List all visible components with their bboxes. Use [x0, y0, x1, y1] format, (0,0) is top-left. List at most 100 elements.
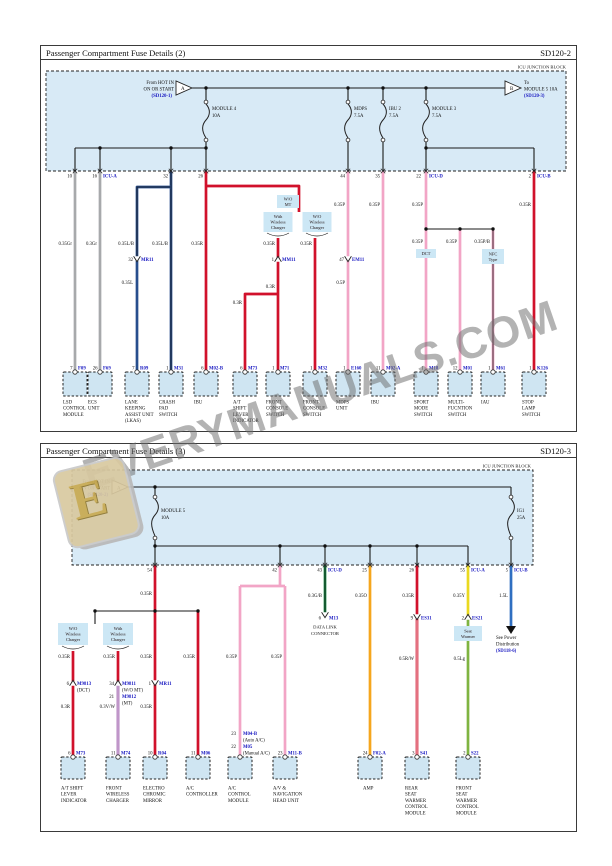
icu-junction-block: [45, 70, 567, 172]
fuse-terminal: [152, 494, 158, 500]
option-label: NFC: [489, 251, 498, 256]
junction-dot: [196, 609, 200, 613]
diagram-text: 55: [460, 569, 465, 574]
diagram-text: SWITCH: [159, 413, 178, 418]
connector-notch-icon: [72, 369, 78, 375]
diagram-text: See Power: [496, 636, 517, 641]
diagram-text: (DCT): [77, 689, 90, 694]
diagram-text: ICU-D: [328, 569, 342, 574]
diagram-text: 32: [163, 175, 168, 180]
diagram-text: 10: [67, 175, 72, 180]
diagram-text: (MT): [122, 702, 133, 707]
diagram-text: SEAT: [405, 793, 417, 798]
inline-connector-icon: [133, 255, 141, 263]
diagram-text: A/T: [233, 401, 241, 406]
diagram-text: M9812: [122, 695, 137, 700]
pin-cross-icon: [508, 562, 514, 568]
component-connector-box: [227, 756, 253, 780]
diagram-text: M05: [243, 745, 253, 750]
diagram-text: SWITCH: [303, 413, 322, 418]
diagram-text: 43: [317, 569, 322, 574]
diagram-text: FRONT: [456, 787, 472, 792]
pin-cross-icon: [345, 168, 351, 174]
diagram-text: SWITCH: [448, 413, 467, 418]
diagram-text: 12: [453, 367, 458, 372]
junction-dot: [93, 609, 97, 613]
fuse-terminal: [423, 99, 429, 105]
diagram-text: CONTROL: [228, 793, 251, 798]
diagram-text: LANE: [125, 401, 138, 406]
diagram-text: A/V &: [273, 787, 286, 792]
pin-cross-icon: [414, 562, 420, 568]
diagram-text: MULTI-: [448, 401, 465, 406]
diagram-text: 0.35R: [183, 655, 195, 660]
connector-notch-icon: [531, 369, 537, 375]
diagram-text: M9813: [77, 682, 92, 687]
connector-notch-icon: [367, 754, 373, 760]
option-label: Wireless: [65, 632, 80, 637]
component-connector-box: [193, 371, 219, 397]
diagram-text: FUCNTION: [448, 407, 473, 412]
diagram-text: 0.35R: [140, 705, 152, 710]
diagram-text: A/T SHIFT: [61, 787, 83, 792]
diagram-text: 0.35Y: [453, 594, 465, 599]
diagram-text: 0.35P: [334, 203, 345, 208]
option-label-box: [103, 623, 133, 645]
component-connector-box: [447, 371, 473, 397]
component-connector-box: [185, 756, 211, 780]
diagram-text: 24: [363, 752, 368, 757]
diagram-text: WARMER: [405, 799, 427, 804]
diagram-text: 25A: [517, 516, 526, 521]
diagram-text: 0.5Lg: [454, 657, 466, 662]
connector-notch-icon: [168, 369, 174, 375]
diagram-text: A: [181, 87, 185, 92]
component-connector-box: [404, 756, 430, 780]
junction-dot: [424, 146, 428, 150]
diagram-text: ICU-A: [471, 569, 485, 574]
diagram-text: MIRROR: [143, 799, 163, 804]
diagram-text: 0.35R: [140, 592, 152, 597]
diagram-text: LEVER: [61, 793, 77, 798]
diagram-text: CONSOLE: [266, 407, 288, 412]
diagram-text: 0.35R: [58, 655, 70, 660]
diagram-text: IBU: [371, 401, 380, 406]
diagram-text: 10A: [212, 114, 221, 119]
diagram-text: (SD120-3): [524, 94, 545, 99]
connector-notch-icon: [115, 754, 121, 760]
diagram-text: B: [510, 87, 514, 92]
component-connector-box: [265, 371, 291, 397]
diagram-text: 6: [240, 367, 243, 372]
diagram-text: KEEPING: [125, 407, 146, 412]
fuse-terminal: [152, 535, 158, 541]
option-label: With: [114, 626, 123, 631]
fuse-terminal: [380, 99, 386, 105]
option-label: W/O: [284, 196, 293, 201]
fuse-icon: [344, 103, 352, 139]
option-label: Wireless: [110, 632, 125, 637]
diagram-text: MODULE 5: [161, 509, 186, 514]
diagram-text: 0.3R: [266, 285, 276, 290]
diagram-text: LSD: [63, 401, 73, 406]
diagram-text: WIRELESS: [106, 793, 130, 798]
diagram-text: 11: [376, 367, 381, 372]
diagram-text: STOP: [522, 401, 534, 406]
diagram-text: IBU 2: [389, 107, 401, 112]
option-label-box: [416, 249, 436, 258]
connector-notch-icon: [457, 369, 463, 375]
component-connector-box: [455, 756, 481, 780]
diagram-text: 6: [67, 682, 70, 687]
diagram-text: ICU JUNCTION BLOCK: [518, 65, 567, 70]
component-connector-box: [62, 371, 88, 397]
diagram-text: 11: [191, 752, 196, 757]
junction-dot: [491, 227, 495, 231]
diagram-text: M74: [121, 752, 131, 757]
diagram-text: 35: [375, 175, 380, 180]
option-label: Charger: [111, 637, 126, 642]
fuse-icon: [379, 103, 387, 139]
diagram-text: UNIT: [336, 407, 348, 412]
diagram-text: 42: [272, 569, 277, 574]
diagram-text: 7.5A: [432, 114, 442, 119]
option-label: Wireless: [270, 220, 285, 225]
diagram-text: ES21: [472, 617, 483, 622]
diagram-text: 10: [148, 752, 153, 757]
